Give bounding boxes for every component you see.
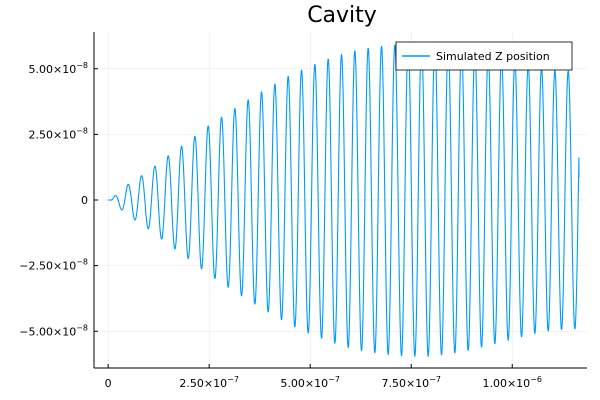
- y-tick-label: 5.00×10−8: [28, 61, 88, 76]
- y-tick-label: 2.50×10−8: [28, 126, 88, 141]
- x-tick-label: 0: [105, 377, 112, 390]
- y-tick-label: −2.50×10−8: [19, 258, 88, 273]
- chart-title: Cavity: [307, 3, 377, 28]
- legend: Simulated Z position: [395, 41, 573, 71]
- series-line: [107, 43, 580, 357]
- x-tick-label: 5.00×10−7: [280, 375, 340, 390]
- x-tick-label: 7.50×10−7: [381, 375, 441, 390]
- x-tick-label: 2.50×10−7: [179, 375, 239, 390]
- series-layer: [107, 43, 580, 357]
- legend-label: Simulated Z position: [436, 50, 550, 63]
- axes: 0 2.50×10−7 5.00×10−7 7.50×10−7 1.00×10−6 5.0…: [19, 32, 587, 390]
- y-tick-label: −5.00×10−8: [19, 323, 88, 338]
- y-tick-label: 0: [81, 194, 88, 207]
- x-tick-label: 1.00×10−6: [482, 375, 542, 390]
